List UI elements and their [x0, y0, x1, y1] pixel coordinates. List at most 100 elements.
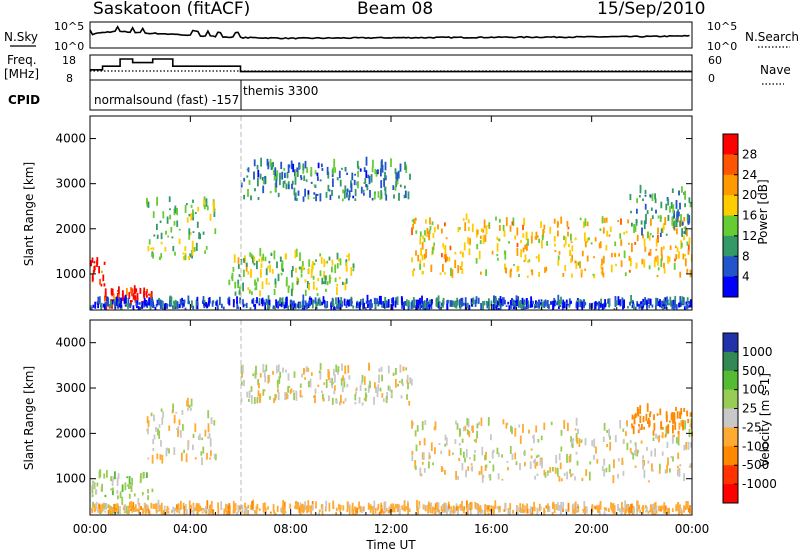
power-cell: [522, 224, 524, 231]
velocity-cell: [116, 503, 119, 512]
velocity-cell: [95, 501, 98, 510]
power-cell: [442, 263, 444, 272]
velocity-cell: [403, 500, 406, 509]
velocity-cell: [241, 504, 244, 513]
power-cell: [312, 275, 315, 280]
velocity-cell: [492, 508, 495, 512]
velocity-cell: [150, 502, 153, 509]
velocity-cell: [325, 500, 328, 509]
velocity-cell: [451, 510, 453, 513]
power-cell: [412, 270, 414, 277]
power-cell: [687, 244, 690, 252]
power-cell: [443, 254, 446, 260]
velocity-cell: [273, 398, 275, 404]
power-cell: [408, 300, 410, 309]
power-cell: [232, 267, 235, 272]
power-cell: [107, 300, 110, 307]
power-cell: [249, 307, 252, 310]
power-cell: [291, 265, 294, 271]
power-cell: [383, 302, 386, 309]
power-colorbar-tick-label: 4: [742, 270, 750, 284]
velocity-cell: [111, 479, 114, 486]
power-cell: [357, 303, 360, 307]
velocity-cell: [440, 466, 443, 472]
velocity-cell: [406, 378, 409, 384]
power-cell: [675, 254, 677, 260]
power-cell: [608, 298, 610, 308]
velocity-cell: [179, 430, 182, 438]
velocity-cell: [389, 386, 391, 392]
velocity-cell: [346, 509, 349, 513]
power-cell: [419, 297, 421, 305]
velocity-cell: [602, 436, 605, 443]
power-cell: [133, 285, 136, 294]
velocity-cell: [348, 507, 351, 515]
power-cell: [490, 300, 493, 306]
power-cell: [346, 299, 349, 306]
velocity-cell: [387, 509, 390, 514]
power-cell: [539, 302, 542, 305]
power-cell: [663, 306, 666, 309]
power-cell: [669, 296, 672, 305]
power-cell: [301, 261, 304, 267]
power-cell: [275, 173, 278, 181]
power-cell: [663, 301, 665, 304]
power-cell: [274, 278, 277, 285]
power-cell: [145, 291, 148, 296]
power-cell: [422, 235, 424, 240]
power-cell: [253, 304, 255, 307]
power-cell: [336, 283, 339, 287]
velocity-cell: [676, 437, 678, 444]
power-cell: [303, 175, 306, 181]
velocity-cell: [647, 417, 650, 422]
velocity-cell: [677, 430, 680, 435]
velocity-cell: [267, 506, 269, 510]
velocity-cell: [297, 502, 299, 510]
power-cell: [350, 267, 353, 276]
velocity-cell: [192, 508, 195, 513]
velocity-cell: [416, 500, 418, 509]
power-cell: [276, 261, 278, 269]
velocity-cell: [139, 476, 142, 484]
power-cell: [239, 297, 242, 304]
velocity-cell: [568, 456, 571, 463]
power-cell: [348, 190, 351, 198]
velocity-cell: [167, 511, 170, 514]
velocity-cell: [346, 501, 349, 511]
power-cell: [121, 293, 124, 301]
power-cell: [206, 205, 209, 211]
power-cell: [688, 237, 691, 245]
power-cell: [326, 281, 329, 286]
power-cell: [497, 308, 500, 310]
power-cell: [560, 216, 563, 224]
power-cell: [299, 252, 301, 261]
velocity-cell: [639, 405, 642, 414]
velocity-cell: [323, 382, 326, 385]
power-cell: [407, 305, 410, 310]
power-cell: [171, 236, 174, 239]
velocity-cell: [421, 461, 424, 465]
power-cell: [485, 300, 488, 306]
power-cell: [294, 176, 297, 185]
nsearch-label: N.Search: [745, 30, 799, 44]
power-cell: [169, 300, 171, 307]
power-cell: [655, 248, 658, 251]
power-cell: [554, 250, 557, 253]
velocity-cell: [441, 509, 444, 513]
power-cell: [509, 270, 512, 278]
velocity-cell: [671, 508, 674, 513]
cpid-program-normalsound: normalsound (fast) -157: [94, 93, 239, 107]
velocity-colorbar-swatch: [723, 370, 738, 391]
velocity-cell: [572, 505, 574, 514]
velocity-cell: [147, 457, 150, 460]
power-cell: [602, 227, 605, 234]
power-cell: [202, 296, 205, 304]
power-cell: [411, 257, 413, 263]
velocity-cell: [534, 458, 536, 465]
power-cell: [297, 278, 300, 283]
power-cell: [284, 302, 287, 309]
velocity-cell: [287, 386, 289, 393]
power-cell: [412, 306, 415, 309]
velocity-cell: [448, 449, 451, 456]
velocity-cell: [128, 476, 131, 485]
